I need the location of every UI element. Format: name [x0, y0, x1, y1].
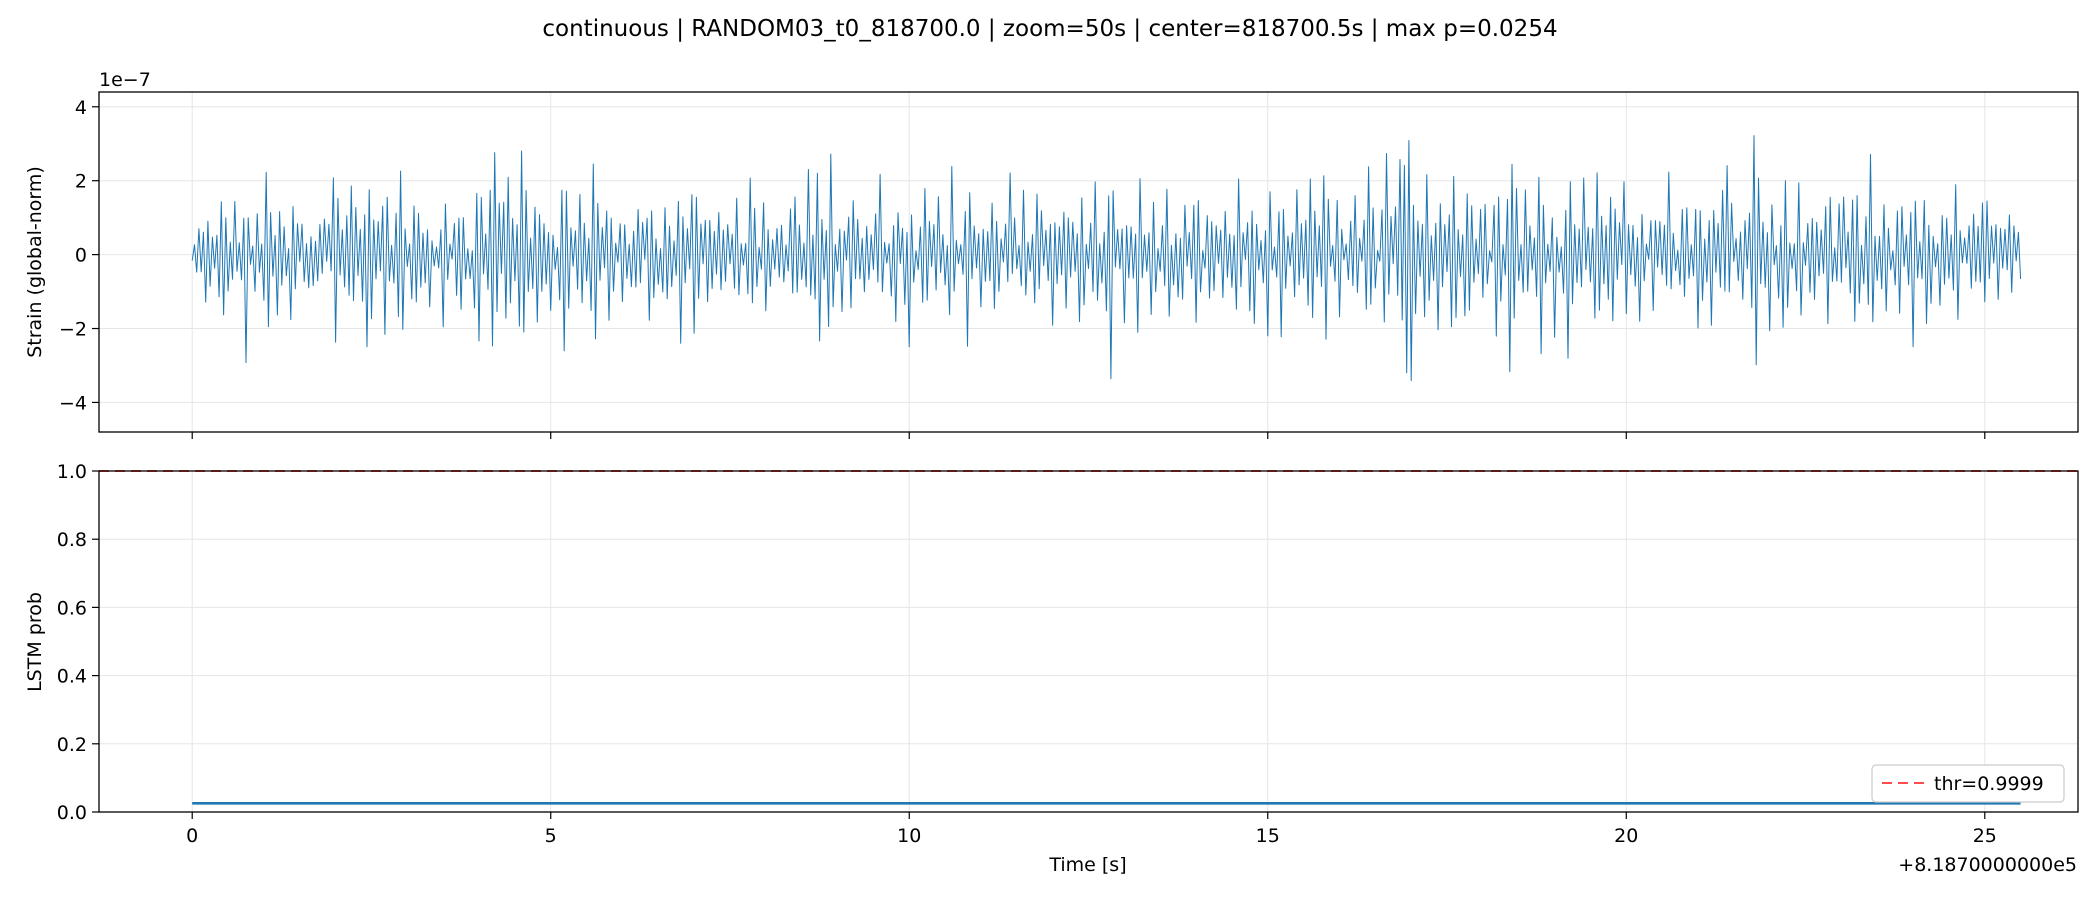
legend-threshold-label: thr=0.9999 [1934, 773, 2044, 795]
probability-y-tick-label: 0.6 [57, 597, 87, 619]
probability-x-tick-label: 5 [545, 825, 557, 847]
time-axis-label: Time [s] [1048, 854, 1126, 876]
probability-y-tick-label: 0.0 [57, 802, 87, 824]
probability-panel: 0.00.20.40.60.81.0 0 5 10 15 20 25 LSTM prob … [24, 461, 2079, 876]
strain-y-axis-label: Strain (global-norm) [24, 166, 46, 358]
strain-y-tick-label: 0 [75, 245, 87, 267]
strain-y-tick-label: 2 [75, 171, 87, 193]
probability-x-tick-label: 10 [897, 825, 921, 847]
strain-y-tick-label: −4 [59, 392, 87, 414]
probability-axes-frame [98, 470, 2079, 813]
probability-x-ticks: 0 5 10 15 20 25 [186, 812, 1997, 847]
strain-axes-frame [98, 91, 2079, 433]
legend-box [1871, 764, 2065, 803]
strain-y-tick-label: 4 [75, 97, 87, 119]
strain-y-tick-label: −2 [59, 319, 87, 341]
probability-y-tick-label: 0.2 [57, 734, 87, 756]
legend: thr=0.9999 [1871, 764, 2065, 803]
probability-y-ticks: 0.0 0.2 0.4 0.6 0.8 1.0 [57, 461, 99, 824]
strain-x-ticks [191, 432, 1986, 439]
probability-y-tick-label: 1.0 [57, 461, 87, 483]
probability-y-tick-label: 0.8 [57, 529, 87, 551]
strain-y-scale-label: 1e−7 [99, 69, 151, 91]
strain-panel: −4 −2 0 2 4 1e−7 Strain (global-norm) [24, 69, 2079, 439]
strain-series-line [191, 135, 2022, 382]
strain-grid [99, 92, 2078, 432]
strain-y-ticks: −4 −2 0 2 4 [59, 97, 99, 414]
probability-y-tick-label: 0.4 [57, 666, 87, 688]
probability-x-tick-label: 15 [1256, 825, 1280, 847]
probability-grid [99, 470, 2078, 813]
probability-x-tick-label: 0 [186, 825, 198, 847]
probability-y-axis-label: LSTM prob [24, 592, 46, 692]
x-offset-label: +8.1870000000e5 [1898, 854, 2077, 876]
figure-title: continuous | RANDOM03_t0_818700.0 | zoom… [542, 16, 1557, 42]
probability-x-tick-label: 25 [1973, 825, 1997, 847]
probability-x-tick-label: 20 [1614, 825, 1638, 847]
